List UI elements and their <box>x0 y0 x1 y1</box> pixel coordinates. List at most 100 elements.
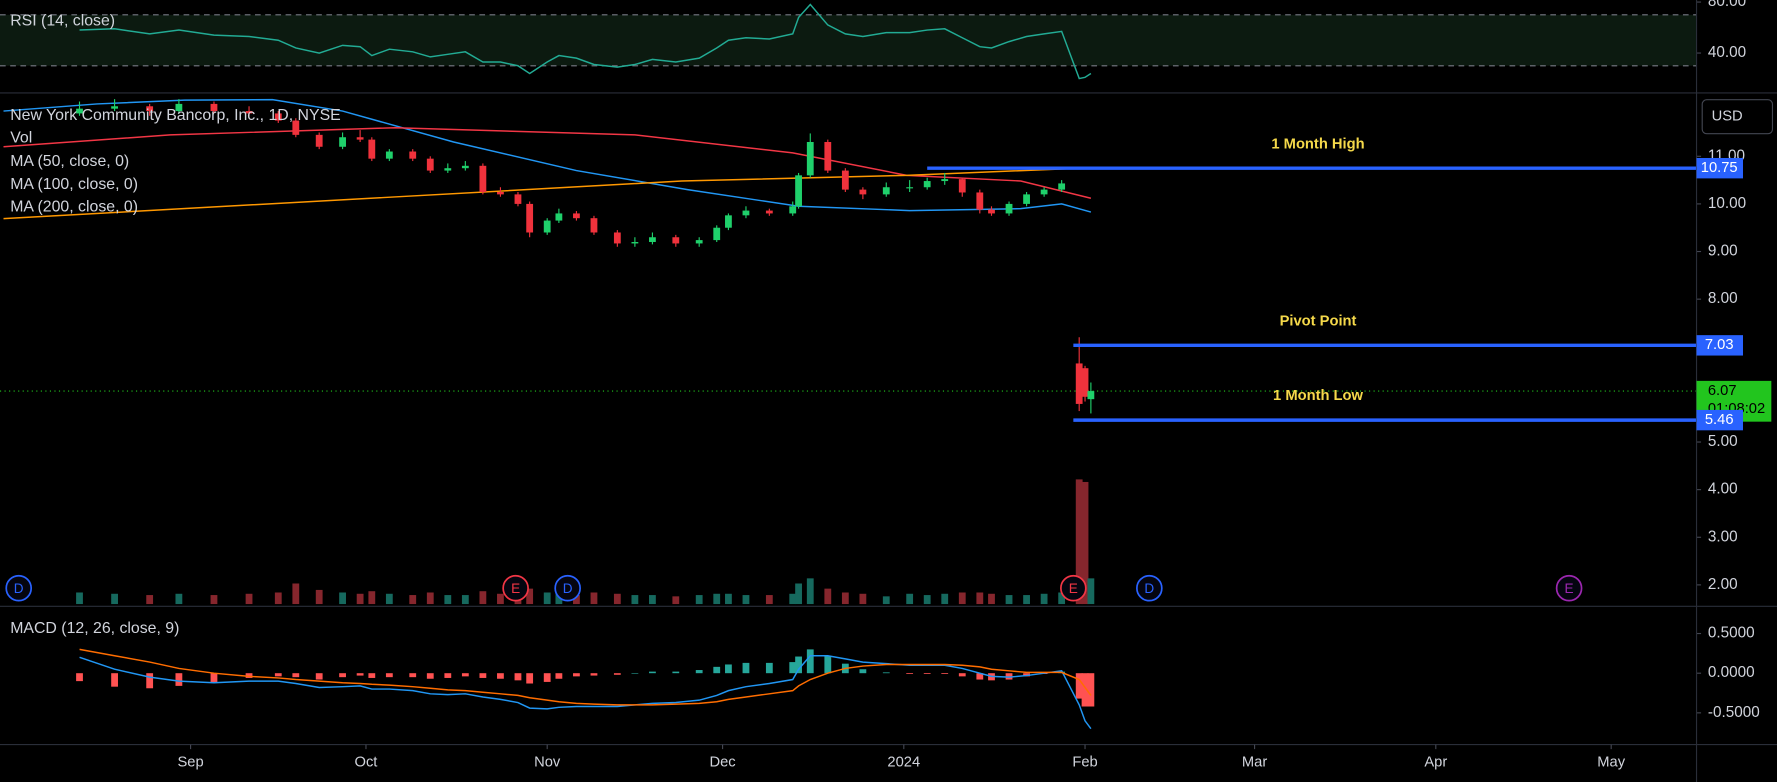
macd-histogram-bar <box>631 673 639 674</box>
symbol-title: New York Community Bancorp, Inc., 1D, NY… <box>10 107 341 124</box>
macd-histogram-bar <box>245 673 253 678</box>
rsi-band <box>0 14 1697 66</box>
currency-button[interactable] <box>1701 99 1774 135</box>
candle-body <box>526 203 534 233</box>
volume-bar <box>725 593 732 605</box>
candle-body <box>824 141 832 171</box>
candle-body <box>613 232 621 244</box>
candle-body <box>573 213 580 219</box>
candle-body <box>175 103 183 112</box>
volume-bar <box>859 593 867 605</box>
candle-body <box>385 151 393 159</box>
macd-title: MACD (12, 26, close, 9) <box>10 620 179 637</box>
macd-histogram-bar <box>356 673 364 676</box>
macd-histogram-bar <box>111 673 118 687</box>
macd-histogram-bar <box>742 662 750 674</box>
macd-histogram-bar <box>175 673 183 686</box>
volume-bar <box>882 596 890 605</box>
candle-body <box>543 220 551 233</box>
currency-label[interactable]: USD <box>1712 109 1743 125</box>
candle-body <box>789 206 797 214</box>
volume-bar <box>543 592 551 605</box>
volume-bar <box>573 595 580 605</box>
macd-histogram-bar <box>789 662 797 674</box>
volume-bar <box>672 596 680 605</box>
volume-bar <box>824 588 832 605</box>
candle-body <box>146 106 154 112</box>
x-tick-label: Dec <box>709 755 735 771</box>
candle-body <box>649 237 656 243</box>
volume-bar <box>713 593 721 605</box>
candle-body <box>497 192 504 195</box>
volume-bar <box>795 583 802 605</box>
macd-histogram-bar <box>713 666 721 674</box>
macd-histogram-bar <box>479 673 487 678</box>
event-marker <box>1136 574 1163 602</box>
candle-body <box>725 215 732 228</box>
macd-histogram-bar <box>1023 673 1030 677</box>
candle-body <box>795 175 802 207</box>
volume-bar <box>613 593 621 605</box>
volume-bar <box>315 589 323 605</box>
candle-body <box>906 187 914 189</box>
macd-histogram-bar <box>543 673 551 682</box>
macd-histogram-bar <box>923 673 931 674</box>
volume-title: Vol <box>10 129 32 146</box>
level-tag <box>1696 409 1744 431</box>
candle-body <box>111 106 118 109</box>
macd-histogram-bar <box>292 673 300 678</box>
macd-histogram-bar <box>210 673 218 683</box>
candle-body <box>988 209 995 214</box>
moving-average <box>3 126 1092 199</box>
macd-histogram-bar <box>426 673 434 679</box>
macd-histogram-bar <box>795 656 802 674</box>
layer-marks <box>3 3 1697 730</box>
x-tick-label: Apr <box>1424 755 1447 771</box>
volume-bar <box>976 592 984 605</box>
macd-histogram-bar <box>274 673 282 677</box>
macd-histogram-bar <box>806 649 814 674</box>
macd-histogram-bar <box>695 670 703 674</box>
macd-histogram-bar <box>882 672 890 674</box>
event-label: D <box>14 581 24 596</box>
volume-bar <box>555 593 563 605</box>
event-marker <box>5 574 33 602</box>
candle-body <box>1040 189 1048 195</box>
candle-body <box>1087 391 1095 400</box>
candle-body <box>859 189 867 195</box>
volume-bar <box>1040 593 1048 605</box>
candle-body <box>444 168 452 171</box>
candle-body <box>841 170 849 190</box>
macd-histogram-bar <box>765 662 773 674</box>
layer-labels: RSI (14, close) New York Community Banco… <box>5 13 1774 771</box>
x-tick-label: Nov <box>534 755 561 771</box>
y-tick-label: 80.00 <box>1708 0 1746 10</box>
candle-body <box>514 194 522 204</box>
level-tag-value: 7.03 <box>1705 337 1734 353</box>
y-tick-label: 4.00 <box>1708 481 1738 498</box>
macd-line <box>79 655 1092 730</box>
volume-bar <box>76 592 83 605</box>
candle-body <box>245 111 253 114</box>
y-tick-label: 40.00 <box>1708 44 1746 61</box>
macd-histogram-bar <box>514 673 522 681</box>
level-label: Pivot Point <box>1280 313 1357 329</box>
macd-histogram-bar <box>859 669 867 674</box>
volume-bar <box>356 593 364 605</box>
signal-line <box>79 648 1092 706</box>
layer-background: 40.00 80.00 2.00 3.00 4.00 5.00 8.00 9.00 10.00 1… <box>0 0 1760 721</box>
volume-bar <box>339 592 346 605</box>
ma-legend: MA (50, close, 0) <box>10 153 129 170</box>
event-label: E <box>1565 581 1574 596</box>
x-tick-label: Mar <box>1242 755 1267 771</box>
volume-bar <box>368 591 376 605</box>
volume-bar <box>497 593 504 605</box>
macd-histogram-bar <box>1087 673 1095 707</box>
ma-legend: MA (100, close, 0) <box>10 176 138 193</box>
volume-bar <box>923 595 931 605</box>
volume-bar <box>695 595 703 605</box>
level-tag-value: 10.75 <box>1701 160 1738 176</box>
macd-histogram-bar <box>444 673 452 678</box>
volume-bar <box>245 593 253 605</box>
